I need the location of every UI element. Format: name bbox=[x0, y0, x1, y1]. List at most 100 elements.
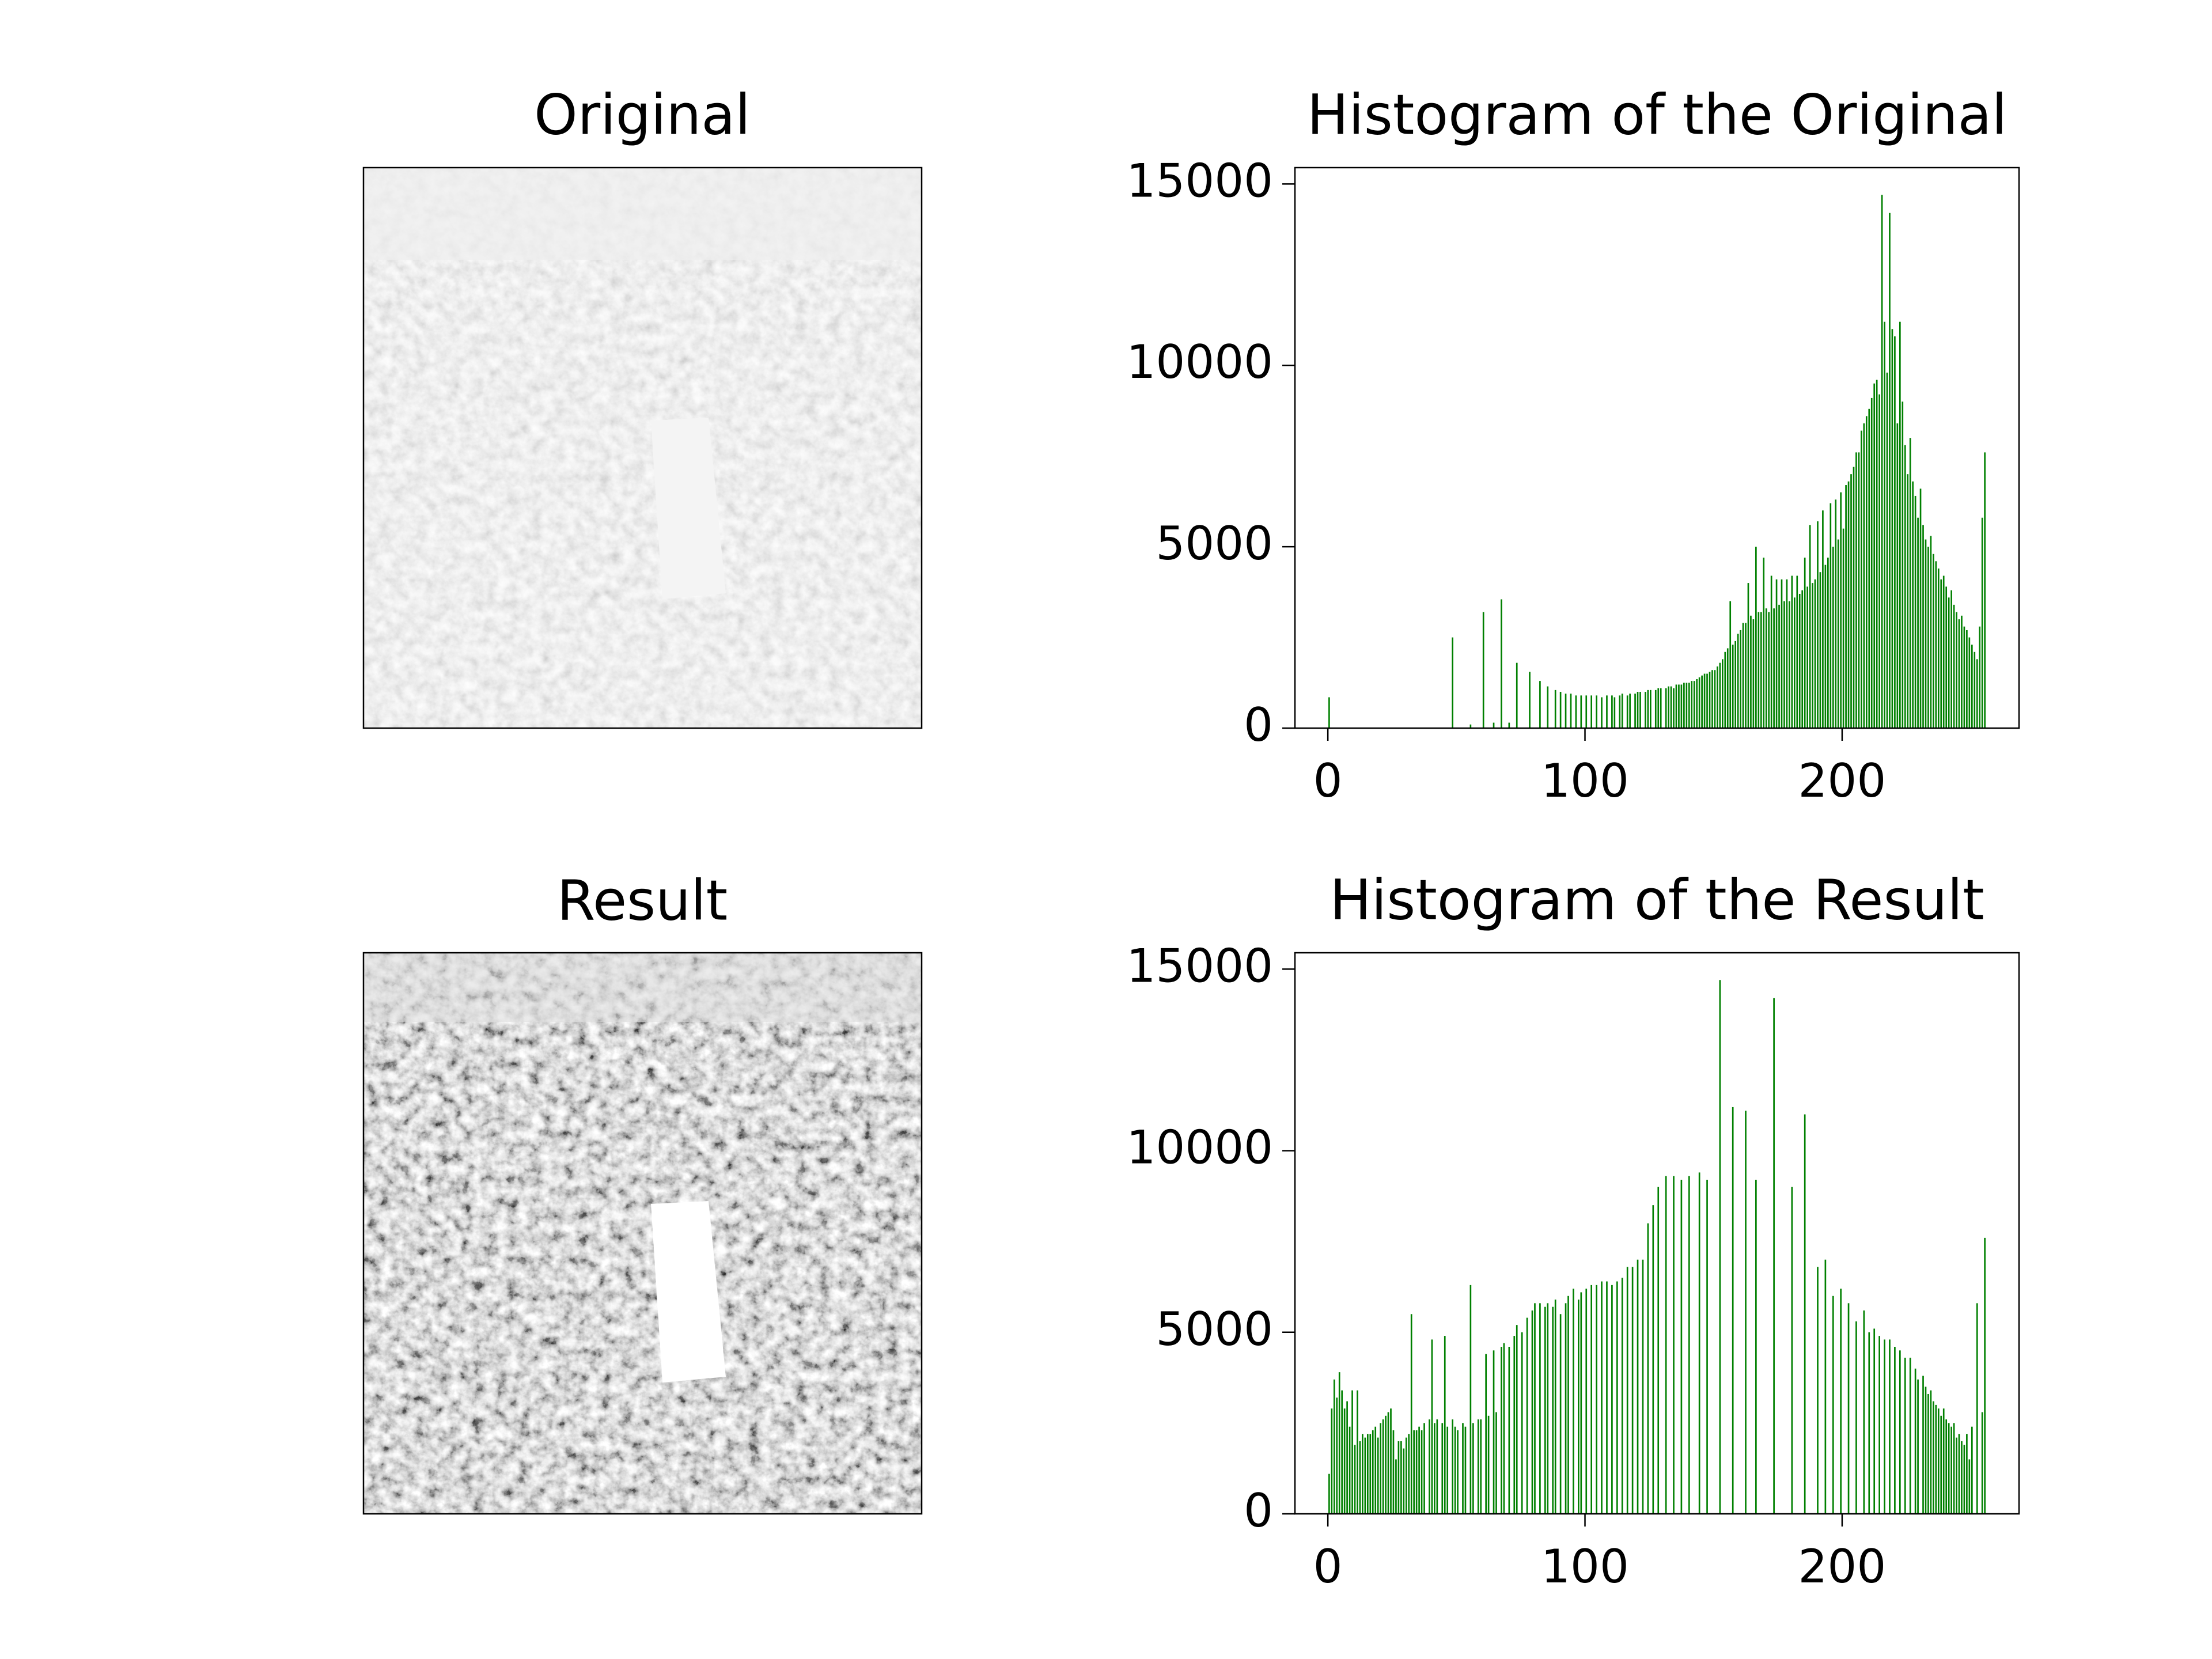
histogram-bar bbox=[1596, 1285, 1597, 1514]
histogram-bar bbox=[1917, 517, 1919, 728]
histogram-bar bbox=[1493, 1350, 1495, 1514]
histogram-bar bbox=[1446, 1426, 1449, 1514]
histogram-bar bbox=[1773, 998, 1775, 1514]
result-image-panel: Result bbox=[362, 868, 923, 1515]
histogram-bar bbox=[1621, 1278, 1623, 1514]
histogram-bar bbox=[1493, 722, 1495, 728]
histogram-bar bbox=[1817, 521, 1819, 728]
y-tick-label: 10000 bbox=[1127, 1121, 1274, 1175]
histogram-bar bbox=[1919, 488, 1922, 728]
histogram-bar bbox=[1362, 1434, 1363, 1514]
histogram-bar bbox=[1469, 1285, 1472, 1514]
histogram-bar bbox=[1408, 1434, 1410, 1514]
histogram-bar bbox=[1508, 722, 1510, 728]
histogram-panel: 0 5000 10000 15000 0 100 200 Histogram of the O… bbox=[1127, 82, 2020, 808]
histogram-bar bbox=[1554, 1300, 1556, 1514]
histogram-bar bbox=[1397, 1441, 1400, 1514]
histogram-bar bbox=[1968, 637, 1971, 728]
histogram-bar bbox=[1606, 695, 1608, 728]
histogram-bar bbox=[1863, 423, 1865, 728]
histogram-bar bbox=[1601, 1281, 1603, 1514]
histogram-panel: 0 5000 10000 15000 0 100 200 Histogram of the R… bbox=[1127, 868, 2020, 1593]
histogram-bar bbox=[1966, 1434, 1968, 1514]
histogram-bar bbox=[1904, 445, 1906, 728]
histogram-bar bbox=[1366, 1434, 1369, 1514]
histogram-bar bbox=[1873, 383, 1876, 728]
histogram-bar bbox=[1950, 1426, 1952, 1514]
histogram-bar bbox=[1976, 659, 1978, 728]
histogram-bar bbox=[1935, 561, 1937, 728]
histogram-bar bbox=[1940, 1415, 1942, 1514]
histogram-bar bbox=[1341, 1390, 1343, 1514]
histogram-bar bbox=[1966, 630, 1968, 728]
histogram-bar bbox=[1961, 615, 1963, 728]
histogram-bar bbox=[1390, 1408, 1392, 1514]
histogram-bar bbox=[1647, 1223, 1649, 1514]
histogram-bar bbox=[1773, 608, 1775, 728]
histogram-bar bbox=[1740, 630, 1741, 728]
histogram-bar bbox=[1976, 1303, 1978, 1514]
histogram-bar bbox=[1606, 1281, 1608, 1514]
histogram-bar bbox=[1824, 565, 1827, 728]
histogram-bar bbox=[1974, 652, 1976, 728]
histogram-bar bbox=[1778, 604, 1780, 728]
x-tick-label: 0 bbox=[1313, 754, 1343, 808]
y-tick-label: 0 bbox=[1244, 1484, 1273, 1537]
histogram-bar bbox=[1956, 612, 1957, 728]
histogram-bar bbox=[1516, 1325, 1518, 1514]
histogram-bar bbox=[1971, 1426, 1973, 1514]
histogram-bar bbox=[1413, 1430, 1415, 1514]
histogram-bar bbox=[1884, 321, 1885, 728]
histogram-bar bbox=[1942, 575, 1945, 728]
histogram-bar bbox=[1675, 684, 1677, 728]
histogram-bar bbox=[1765, 608, 1767, 728]
histogram-bar bbox=[1732, 645, 1734, 728]
histogram-bar bbox=[1611, 1285, 1613, 1514]
image-runway bbox=[651, 418, 726, 599]
histogram-bar bbox=[1783, 601, 1785, 728]
histogram-bar bbox=[1984, 452, 1986, 728]
histogram-bar bbox=[1791, 1187, 1793, 1514]
histogram-bar bbox=[1544, 1306, 1546, 1514]
histogram-bar bbox=[1680, 684, 1683, 728]
histogram-bar bbox=[1357, 1390, 1358, 1514]
histogram-bar bbox=[1354, 1445, 1356, 1514]
histogram-bar bbox=[1912, 481, 1914, 728]
image-sky bbox=[363, 953, 922, 1022]
image-title: Result bbox=[557, 868, 728, 933]
histogram-bar bbox=[1552, 1306, 1554, 1514]
histogram-bar bbox=[1770, 575, 1772, 728]
histogram-bar bbox=[1539, 1303, 1541, 1514]
histogram-bar bbox=[1333, 1379, 1335, 1514]
histogram-bar bbox=[1899, 321, 1901, 728]
original-image-panel: Original bbox=[362, 82, 923, 729]
histogram-bar bbox=[1933, 1401, 1934, 1514]
histogram-bar bbox=[1781, 579, 1783, 728]
histogram-bar bbox=[1956, 1437, 1957, 1514]
histogram-bar bbox=[1904, 1357, 1906, 1514]
histogram-bar bbox=[1899, 1350, 1901, 1514]
histogram-bar bbox=[1709, 672, 1711, 728]
y-tick-label: 15000 bbox=[1127, 154, 1274, 207]
histogram-bar bbox=[1575, 695, 1577, 728]
histogram-bar bbox=[1840, 492, 1842, 728]
histogram-bar bbox=[1847, 481, 1850, 728]
histogram-bar bbox=[1917, 1379, 1919, 1514]
histogram-bar bbox=[1547, 686, 1549, 728]
histogram-bar bbox=[1925, 539, 1927, 728]
histogram-bar bbox=[1963, 626, 1965, 728]
histogram-bar bbox=[1431, 1339, 1433, 1514]
histogram-bar bbox=[1742, 623, 1744, 728]
histogram-bar bbox=[1616, 1281, 1618, 1514]
histogram-bar bbox=[1423, 1423, 1425, 1514]
y-tick-label: 5000 bbox=[1156, 517, 1273, 570]
histogram-bar bbox=[1629, 694, 1631, 728]
histogram-bar bbox=[1501, 599, 1502, 728]
histogram-bar bbox=[1685, 683, 1688, 728]
histogram-bar bbox=[1436, 1419, 1438, 1514]
histogram-bar bbox=[1768, 612, 1770, 728]
histogram-bar bbox=[1531, 1310, 1533, 1514]
histogram-bar bbox=[1801, 590, 1804, 728]
histogram-bar bbox=[1349, 1426, 1351, 1514]
